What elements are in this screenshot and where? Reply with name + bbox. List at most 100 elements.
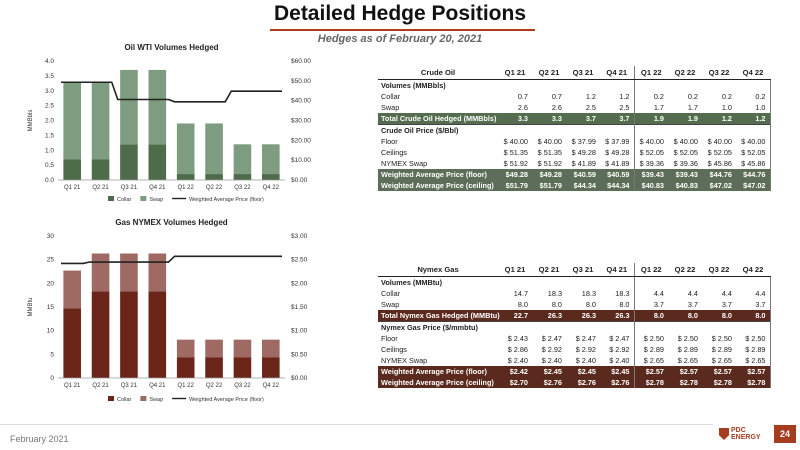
row-label: Crude Oil Price ($/Bbl) <box>378 124 498 136</box>
table-cell: $39.43 <box>633 169 668 180</box>
table-cell: 18.3 <box>547 289 562 298</box>
table-cell: $ 45.86 <box>707 159 732 168</box>
table-cell: 1.9 <box>633 113 668 125</box>
logo-mark-icon <box>719 428 729 440</box>
table-cell: 8.0 <box>668 310 702 322</box>
table-cell: 0.2 <box>633 91 668 102</box>
table-cell: 1.7 <box>633 102 668 113</box>
legend-swatch-swap <box>140 396 147 401</box>
y2-tick-label: $2.50 <box>291 257 308 264</box>
table-cell <box>736 124 771 136</box>
bar-swap <box>262 144 280 175</box>
table-cell: $2.45 <box>532 366 566 377</box>
table-cell: $ 2.65 <box>677 356 698 365</box>
row-label: Collar <box>381 289 401 298</box>
table-cell: $ 2.86 <box>507 345 528 354</box>
bar-collar <box>262 174 280 180</box>
table-cell: 3.7 <box>633 299 668 310</box>
x-tick-label: Q4 22 <box>263 185 280 191</box>
table-cell: 0.2 <box>721 92 732 101</box>
y-tick-label: 4.0 <box>45 58 54 65</box>
table-cell <box>736 79 771 91</box>
crude-oil-hedge-table: Crude Oil Q1 21 Q2 21 Q3 21 Q4 21 Q1 22 Q2 22 Q… <box>378 66 771 191</box>
bar-collar <box>176 357 195 378</box>
table-cell: 3.7 <box>566 113 600 125</box>
row-label: Ceilings <box>381 148 407 157</box>
y2-tick-label: $50.00 <box>291 78 311 85</box>
table-cell <box>736 276 771 288</box>
column-header: Q1 21 <box>498 263 532 277</box>
table-cell: $ 2.47 <box>541 334 562 343</box>
y2-tick-label: $30.00 <box>291 118 311 125</box>
table-row: Floor $ 40.00 $ 40.00 $ 37.99 $ 37.99 $ 40.00… <box>378 136 771 147</box>
legend-swatch-swap <box>140 196 147 201</box>
table-cell: 26.3 <box>600 310 634 322</box>
table-cell <box>702 321 736 333</box>
table-cell: $2.78 <box>702 377 736 388</box>
table-cell: $44.34 <box>566 180 600 191</box>
table-cell: $ 2.40 <box>609 356 630 365</box>
table-cell: $ 2.47 <box>575 334 596 343</box>
table-row: Weighted Average Price (ceiling) $51.79 $5… <box>378 180 771 191</box>
table-cell: 3.3 <box>532 113 566 125</box>
table-cell: $ 2.89 <box>736 344 771 355</box>
table-cell: $ 40.00 <box>673 137 698 146</box>
x-tick-label: Q3 21 <box>121 185 138 191</box>
table-row: Volumes (MMBtu) <box>378 276 771 288</box>
table-cell <box>702 79 736 91</box>
table-row: Swap 8.0 8.0 8.0 8.0 3.7 3.7 3.7 3.7 <box>378 299 771 310</box>
gas-volumes-chart: Gas NYMEX Volumes Hedged 0 5 10 15 20 25 30 $0.0… <box>28 218 308 403</box>
table-cell: 22.7 <box>498 310 532 322</box>
y-tick-label: 1.0 <box>45 147 54 154</box>
chart-title: Gas NYMEX Volumes Hedged <box>115 218 227 227</box>
table-cell: $ 39.36 <box>673 159 698 168</box>
table-cell: 8.0 <box>633 310 668 322</box>
row-label: NYMEX Swap <box>381 356 428 365</box>
table-cell: 3.7 <box>687 300 698 309</box>
company-logo: PDC ENERGY <box>719 424 773 444</box>
table-row: Weighted Average Price (floor) $49.28 $49.… <box>378 169 771 180</box>
table-cell: $ 39.36 <box>633 158 668 169</box>
table-cell <box>498 79 532 91</box>
legend-label: Weighted Average Price (floor) <box>189 197 264 203</box>
table-row: Weighted Average Price (floor) $2.42 $2.45… <box>378 366 771 377</box>
table-cell: 2.5 <box>619 103 630 112</box>
table-cell: $ 51.92 <box>503 159 528 168</box>
table-cell: $2.42 <box>498 366 532 377</box>
row-label: NYMEX Swap <box>381 159 428 168</box>
column-header: Q3 22 <box>702 263 736 277</box>
table-cell: $ 2.47 <box>609 334 630 343</box>
y-tick-label: 30 <box>47 233 55 240</box>
table-cell: 1.9 <box>668 113 702 125</box>
legend-label: Collar <box>117 197 132 203</box>
x-tick-label: Q1 22 <box>178 383 195 389</box>
table-title: Crude Oil <box>378 66 498 80</box>
table-row: Ceilings $ 2.86 $ 2.92 $ 2.92 $ 2.92 $ 2.89 $ … <box>378 344 771 355</box>
row-label: Volumes (MMBtu) <box>378 276 498 288</box>
table-cell: 0.2 <box>687 92 698 101</box>
y-tick-label: 2.5 <box>45 103 54 110</box>
column-header: Q4 21 <box>600 263 634 277</box>
table-cell: $ 49.28 <box>605 148 630 157</box>
table-cell: 8.0 <box>585 300 596 309</box>
y2-tick-label: $1.50 <box>291 304 308 311</box>
table-cell: 3.7 <box>600 113 634 125</box>
table-cell: $ 41.89 <box>605 159 630 168</box>
table-cell: 8.0 <box>551 300 562 309</box>
row-label: Weighted Average Price (ceiling) <box>378 377 498 388</box>
bar-swap <box>176 123 195 175</box>
table-cell <box>668 321 702 333</box>
page-title: Detailed Hedge Positions <box>273 2 527 25</box>
table-cell: 8.0 <box>517 300 528 309</box>
table-cell: $47.02 <box>736 180 771 191</box>
table-cell <box>633 124 668 136</box>
bar-collar <box>120 291 138 378</box>
y-tick-label: 25 <box>47 257 55 264</box>
bar-swap <box>176 339 195 358</box>
table-cell: $2.76 <box>532 377 566 388</box>
column-header: Q3 21 <box>566 263 600 277</box>
x-tick-label: Q1 21 <box>64 185 81 191</box>
table-cell: $ 40.00 <box>736 136 771 147</box>
table-cell: $ 2.89 <box>633 344 668 355</box>
table-cell: $51.79 <box>532 180 566 191</box>
